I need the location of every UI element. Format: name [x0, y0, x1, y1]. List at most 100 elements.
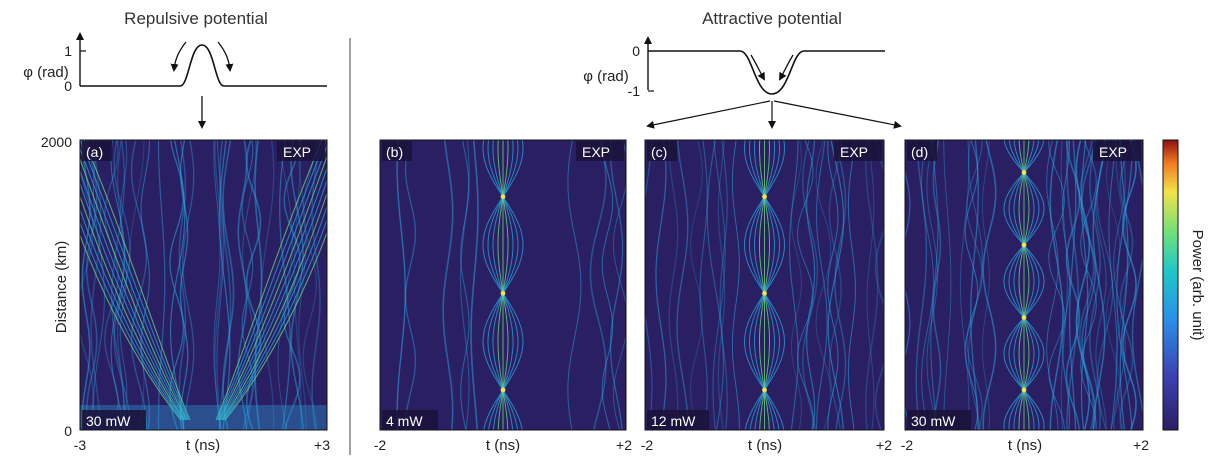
wave-trace [179, 140, 189, 430]
right-title: Attractive potential [702, 9, 842, 28]
panel-b-xlabel: t (ns) [486, 437, 520, 454]
breather-trace [1018, 140, 1025, 430]
wave-trace [298, 140, 307, 430]
breather-trace [763, 140, 776, 430]
repelled-beam-right [219, 166, 327, 421]
wave-trace [676, 140, 689, 430]
focusing-point [1021, 170, 1027, 175]
breather-trace [487, 140, 504, 430]
panel-b-power: 4 mW [386, 413, 423, 429]
panel-c-xtick-min: -2 [641, 437, 654, 453]
breather-trace [502, 140, 524, 430]
repelled-beam-right [221, 191, 327, 421]
attractive-potential-curve [648, 50, 885, 95]
repelled-beam-right [217, 144, 327, 421]
wave-trace [80, 167, 94, 430]
wave-trace [242, 140, 257, 430]
repelled-beam-left [80, 169, 187, 421]
panel-c-power: 12 mW [651, 413, 696, 429]
panel-a-xtick-min: -3 [74, 437, 87, 453]
breather-trace [759, 140, 766, 430]
wave-trace [213, 140, 221, 430]
panel-b-label: (b) [386, 144, 403, 160]
wave-trace [311, 140, 321, 430]
panel-b-xtick-max: +2 [616, 437, 632, 453]
wave-trace [1122, 140, 1137, 430]
wave-trace [237, 140, 248, 430]
panel-c-traces [645, 140, 884, 430]
left-fall-arrow [750, 54, 765, 81]
breather-trace [1008, 140, 1025, 430]
panel-a-ylabel: Distance (km) [53, 241, 70, 334]
wave-trace [92, 140, 105, 430]
wave-trace [802, 140, 819, 430]
wave-trace [964, 140, 979, 430]
panel-d-tag: EXP [1099, 144, 1127, 160]
wave-trace [1116, 140, 1133, 430]
wave-trace [905, 168, 911, 430]
wave-trace [113, 140, 131, 430]
wave-trace [459, 140, 470, 430]
wave-trace [797, 140, 814, 430]
wave-trace [1062, 140, 1071, 430]
wave-trace [111, 140, 126, 430]
wave-trace [222, 140, 235, 430]
breather-trace [502, 140, 509, 430]
wave-trace [1081, 140, 1097, 430]
wave-trace [874, 140, 884, 430]
wave-trace [178, 140, 187, 430]
panel-b-traces [396, 140, 626, 430]
repelled-beam-left [80, 157, 188, 421]
repelled-beam-right [220, 178, 327, 421]
repelled-beam-left [80, 146, 189, 421]
wave-trace [460, 140, 470, 430]
focusing-point [500, 290, 506, 296]
breather-trace [502, 140, 514, 430]
panel-a-background [80, 140, 327, 430]
wave-trace [966, 140, 983, 430]
wave-trace [866, 140, 875, 430]
wave-trace [921, 140, 934, 430]
breather-trace [1003, 140, 1025, 430]
panel-c-xlabel: t (ns) [748, 437, 782, 454]
wave-trace [1119, 140, 1134, 430]
wave-trace [865, 140, 879, 430]
wave-trace [668, 140, 679, 430]
breather-trace [1023, 140, 1035, 430]
breather-trace [764, 140, 781, 430]
panel-c-xtick-max: +2 [876, 437, 892, 453]
wave-trace [834, 140, 847, 430]
wave-trace [805, 140, 816, 430]
repelled-beam-right [223, 217, 327, 421]
wave-trace [218, 140, 231, 430]
wave-trace [699, 140, 708, 430]
panel-a-tag: EXP [283, 144, 311, 160]
wave-trace [1068, 140, 1077, 430]
wave-trace [216, 140, 225, 430]
wave-trace [218, 140, 232, 430]
colorbar-gradient [1162, 139, 1179, 431]
panel-d-xtick-max: +2 [1133, 437, 1149, 453]
panel-d-xlabel: t (ns) [1008, 437, 1042, 454]
breather-trace [1013, 140, 1025, 430]
wave-trace [690, 140, 703, 430]
wave-trace [1119, 140, 1129, 430]
panel-d: (d) EXP 30 mW -2 +2 t (ns) [901, 139, 1149, 454]
focusing-point [500, 194, 506, 200]
wave-trace [828, 140, 842, 430]
wave-trace [1080, 140, 1097, 430]
panel-c-label: (c) [651, 144, 667, 160]
wave-trace [645, 140, 653, 430]
wave-trace [1108, 140, 1118, 430]
wave-trace [1046, 140, 1059, 430]
breather-trace [482, 140, 504, 430]
panel-a-power: 30 mW [86, 413, 131, 429]
wave-trace [915, 140, 928, 430]
repelled-beam-right [224, 230, 327, 421]
repelled-beam-left [80, 220, 183, 421]
repelled-beam-right [222, 204, 327, 421]
phi-label: φ (rad) [23, 64, 69, 81]
arrow-to-d [773, 100, 902, 129]
wave-trace [396, 140, 406, 430]
